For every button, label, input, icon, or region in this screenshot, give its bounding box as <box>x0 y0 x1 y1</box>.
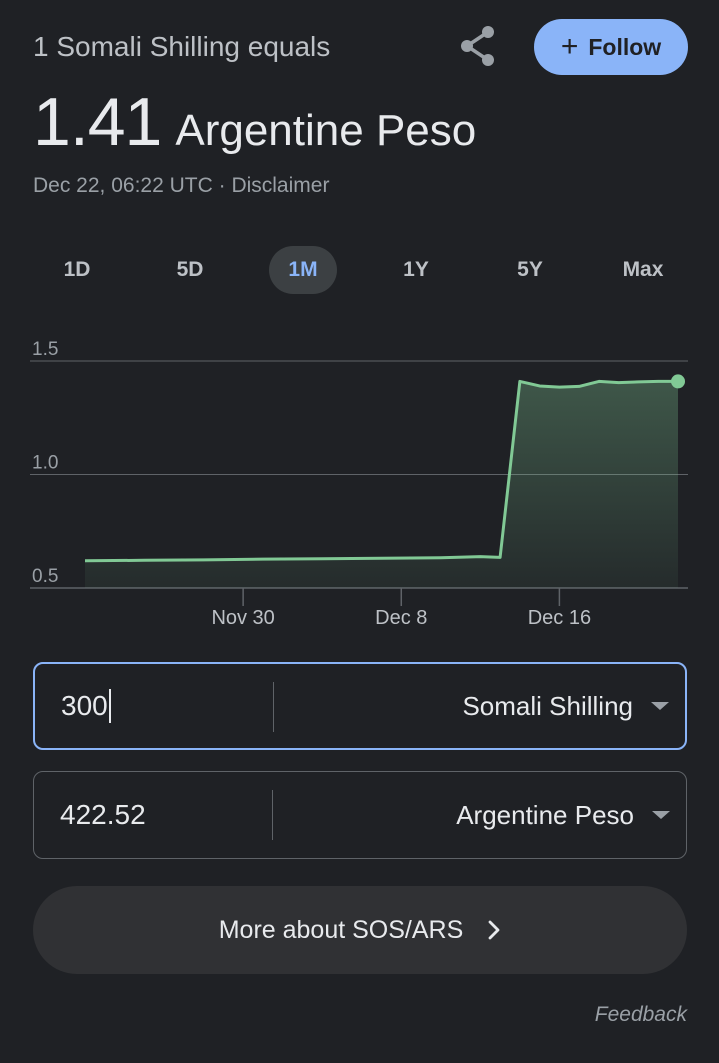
chevron-right-icon <box>487 919 501 941</box>
field-divider <box>272 790 273 840</box>
range-tab-1m[interactable]: 1M <box>269 246 337 294</box>
exchange-rate-chart: 0.5 1.0 1.5 Nov 30 Dec 8 Dec 16 <box>30 339 688 629</box>
range-tab-max[interactable]: Max <box>622 258 664 281</box>
rate-currency: Argentine Peso <box>175 106 477 155</box>
to-amount-value: 422.52 <box>60 799 146 830</box>
share-button[interactable] <box>454 22 502 70</box>
rate-timestamp: Dec 22, 06:22 UTC · Disclaimer <box>33 172 329 200</box>
share-icon <box>461 26 494 66</box>
dropdown-arrow-icon <box>651 702 669 710</box>
area-fill <box>85 381 678 588</box>
conversion-subtitle: 1 Somali Shilling equals <box>33 31 331 62</box>
time-range-tabs: 1D 5D 1M 1Y 5Y Max <box>20 246 700 294</box>
timestamp-separator: · <box>212 174 232 197</box>
from-currency-field: 300 Somali Shilling <box>33 662 687 750</box>
to-currency-select[interactable]: Argentine Peso <box>456 772 670 858</box>
rate-value: 1.41 <box>33 84 162 160</box>
feedback-link[interactable]: Feedback <box>594 1003 687 1026</box>
from-currency-label: Somali Shilling <box>462 690 633 721</box>
text-caret <box>108 689 111 723</box>
follow-button[interactable]: + Follow <box>534 19 688 75</box>
latest-point-marker[interactable] <box>671 374 685 389</box>
to-amount-input[interactable]: 422.52 <box>60 772 146 858</box>
range-tab-5d[interactable]: 5D <box>176 258 204 281</box>
from-amount-value: 300 <box>61 690 108 721</box>
range-tab-1y[interactable]: 1Y <box>403 258 429 281</box>
series-line <box>84 379 678 563</box>
follow-label: Follow <box>588 33 662 60</box>
more-about-label: More about SOS/ARS <box>218 915 464 944</box>
x-tick-label: Dec 16 <box>528 607 591 629</box>
y-tick-label: 1.5 <box>32 339 58 360</box>
plus-icon: + <box>560 30 579 63</box>
x-tick-label: Dec 8 <box>375 607 427 629</box>
exchange-rate: 1.41 Argentine Peso <box>33 82 476 181</box>
field-divider <box>273 682 274 732</box>
x-tick-label: Nov 30 <box>211 607 274 629</box>
to-currency-field: 422.52 Argentine Peso <box>33 771 687 859</box>
timestamp-text: Dec 22, 06:22 UTC <box>33 174 213 197</box>
to-currency-label: Argentine Peso <box>456 799 634 830</box>
y-tick-label: 1.0 <box>32 453 58 474</box>
range-tab-1d[interactable]: 1D <box>63 258 91 281</box>
from-amount-input[interactable]: 300 <box>61 664 111 748</box>
dropdown-arrow-icon <box>652 811 670 819</box>
from-currency-select[interactable]: Somali Shilling <box>462 664 669 748</box>
disclaimer-link[interactable]: Disclaimer <box>231 174 330 197</box>
range-tab-5y[interactable]: 5Y <box>517 258 543 281</box>
more-about-button[interactable]: More about SOS/ARS <box>33 886 687 974</box>
y-tick-label: 0.5 <box>32 566 58 587</box>
